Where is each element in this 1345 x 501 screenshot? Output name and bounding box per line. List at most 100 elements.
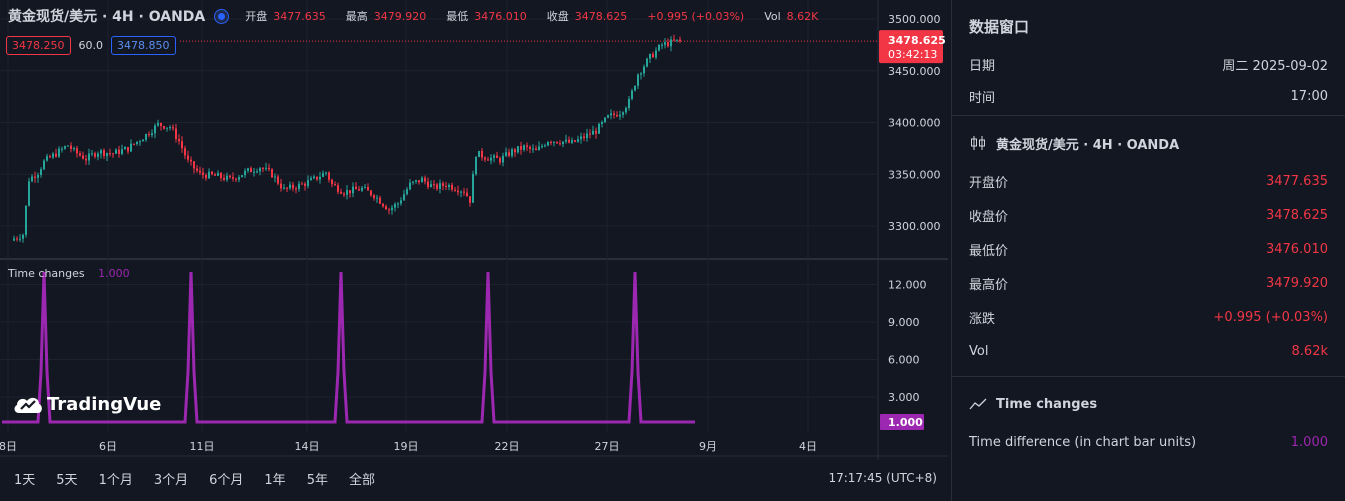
dw-row-close: 收盘价 3478.625 — [969, 205, 1328, 225]
candle-body — [295, 188, 297, 190]
candle-body — [289, 184, 291, 189]
candle-body — [301, 183, 303, 185]
candle-body — [298, 183, 300, 190]
period-5d[interactable]: 5天 — [56, 472, 78, 488]
candle-body — [637, 74, 639, 86]
candle-body — [517, 146, 519, 153]
candle-body — [385, 206, 387, 210]
candle-body — [133, 143, 135, 145]
indicator-section-header[interactable]: Time changes — [969, 394, 1097, 414]
candle-body — [655, 50, 657, 58]
buy-price-button[interactable]: 3478.850 — [111, 36, 176, 55]
candle-body — [571, 140, 573, 143]
cloud-logo-icon — [14, 397, 42, 413]
candle-body — [652, 53, 654, 58]
candle-body — [322, 173, 324, 177]
time-tick-label: 9月 — [699, 440, 717, 453]
price-tick-label: 3400.000 — [888, 117, 941, 130]
candle-body — [154, 125, 156, 134]
candle-body — [661, 44, 663, 46]
tradingvue-logo: TradingVue — [12, 393, 161, 415]
candle-body — [391, 207, 393, 211]
indicator-section-name: Time changes — [996, 396, 1098, 412]
candle-body — [169, 127, 171, 129]
time-tick-label: 8日 — [0, 440, 17, 453]
candle-body — [43, 160, 45, 170]
candle-body — [607, 115, 609, 118]
candle-body — [427, 181, 429, 188]
period-5y[interactable]: 5年 — [306, 472, 328, 488]
candle-body — [319, 176, 321, 180]
candle-body — [106, 153, 108, 156]
candle-body — [667, 42, 669, 47]
candle-body — [304, 183, 306, 186]
candle-body — [229, 175, 231, 178]
candle-body — [595, 130, 597, 134]
candle-body — [451, 184, 453, 190]
candle-body — [502, 155, 504, 163]
period-1m[interactable]: 1个月 — [98, 472, 133, 488]
candle-body — [64, 146, 66, 149]
price-tick-label: 3300.000 — [888, 220, 941, 233]
chart-canvas[interactable]: 3300.000 3350.000 3400.000 3450.000 3500.000… — [0, 0, 948, 460]
candle-body — [499, 158, 501, 163]
series-section-header[interactable]: 黄金现货/美元 · 4H · OANDA — [969, 133, 1179, 153]
change-value: +0.995 (+0.03%) — [647, 9, 745, 23]
chart-area[interactable]: 3300.000 3350.000 3400.000 3450.000 3500.000… — [0, 0, 948, 501]
candle-body — [94, 153, 96, 157]
candle-body — [193, 161, 195, 169]
close-label: 收盘 — [546, 10, 569, 23]
candle-body — [214, 174, 216, 176]
period-6m[interactable]: 6个月 — [209, 472, 244, 488]
candle-body — [178, 139, 180, 142]
candle-body — [160, 122, 162, 127]
candle-body — [448, 184, 450, 187]
candle-body — [472, 174, 474, 203]
candle-body — [676, 39, 678, 41]
candle-body — [673, 39, 675, 41]
candle-body — [235, 178, 237, 180]
bottom-toolbar: 1天 5天 1个月 3个月 6个月 1年 5年 全部 17:17:45 (UTC… — [0, 460, 948, 496]
candle-body — [70, 145, 72, 150]
indicator-legend[interactable]: Time changes 1.000 — [8, 267, 130, 280]
candle-body — [220, 172, 222, 178]
candle-body — [328, 172, 330, 180]
period-all[interactable]: 全部 — [348, 472, 375, 488]
dw-high-label: 最高价 — [969, 277, 1009, 293]
market-status-icon[interactable] — [215, 9, 229, 23]
time-label: 时间 — [969, 90, 996, 106]
divider — [952, 376, 1345, 377]
clock-timezone[interactable]: 17:17:45 (UTC+8) — [828, 471, 937, 485]
candle-body — [151, 133, 153, 136]
candle-body — [568, 139, 570, 143]
candle-body — [619, 114, 621, 117]
period-1d[interactable]: 1天 — [14, 472, 36, 488]
time-tick-label: 19日 — [394, 440, 419, 453]
candle-body — [76, 148, 78, 154]
candle-body — [112, 153, 114, 155]
candle-body — [610, 113, 612, 116]
candle-body — [589, 133, 591, 135]
time-tick-label: 22日 — [495, 440, 520, 453]
candle-body — [445, 185, 447, 187]
candle-body — [601, 121, 603, 124]
period-1y[interactable]: 1年 — [264, 472, 286, 488]
symbol-title[interactable]: 黄金现货/美元 · 4H · OANDA — [8, 9, 206, 25]
candle-body — [358, 189, 360, 191]
candle-body — [337, 185, 339, 192]
candle-body — [226, 175, 228, 180]
candle-body — [679, 39, 681, 42]
candle-body — [265, 167, 267, 169]
indicator-line — [2, 271, 695, 424]
period-3m[interactable]: 3个月 — [153, 472, 189, 488]
candle-body — [532, 148, 534, 150]
indicator-tick-label: 9.000 — [888, 316, 920, 329]
sell-price-button[interactable]: 3478.250 — [6, 36, 71, 55]
series-name: 黄金现货/美元 · 4H · OANDA — [996, 137, 1180, 153]
candle-body — [313, 176, 315, 179]
candle-body — [334, 184, 336, 186]
candle-body — [73, 148, 75, 150]
candle-body — [67, 145, 69, 147]
candle-body — [124, 147, 126, 150]
candle-body — [85, 158, 87, 161]
